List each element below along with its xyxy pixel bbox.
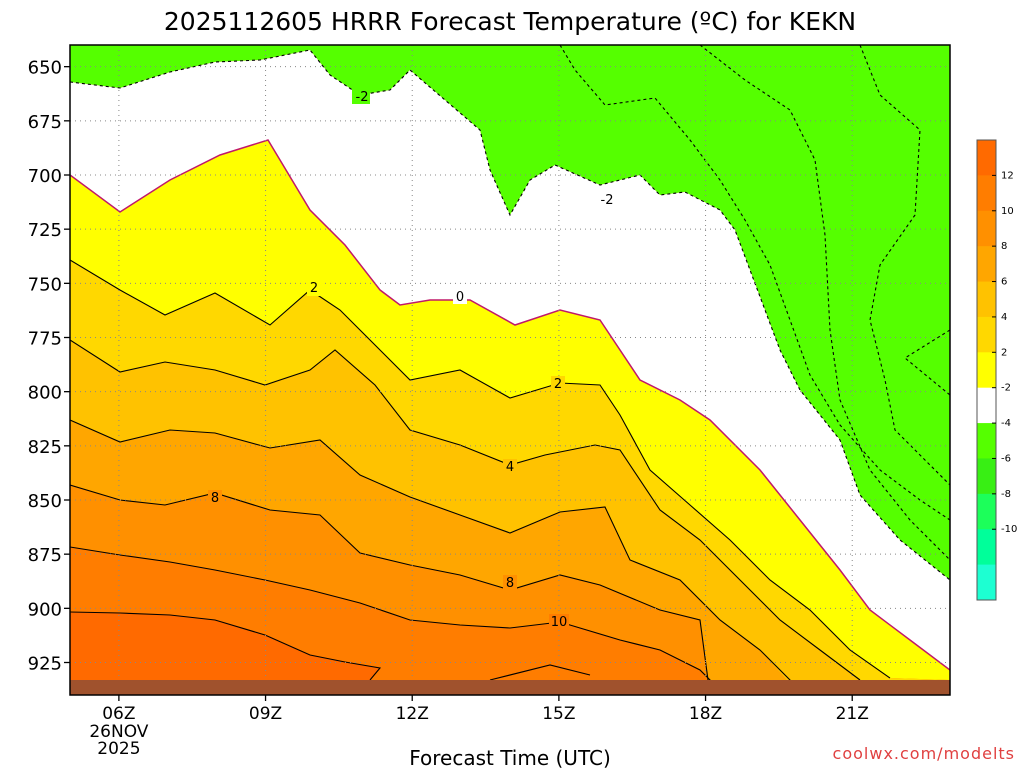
colorbar-tick-label: -10 <box>1001 524 1017 535</box>
gridlines <box>70 45 950 695</box>
y-tick-label: 725 <box>28 220 62 241</box>
band-zero-two <box>70 140 950 680</box>
x-tick-label: 15Z <box>542 704 575 724</box>
contour-label: 2 <box>554 377 562 392</box>
colorbar-tick-label: -4 <box>1001 418 1011 429</box>
colorbar-band <box>977 529 996 566</box>
contour-eight <box>70 484 711 695</box>
contour-label: -2 <box>356 90 369 105</box>
colorbar-tick-label: -6 <box>1001 453 1011 464</box>
x-tick-label: 06Z <box>102 704 135 724</box>
band-four-six <box>70 340 950 695</box>
contour-six <box>70 419 801 691</box>
contour-label: 8 <box>211 491 219 506</box>
band-minus0 <box>70 50 950 670</box>
x-tick-label: 18Z <box>689 704 722 724</box>
contour-minus8 <box>859 45 950 486</box>
colorbar-band <box>977 281 996 318</box>
contour-fills <box>70 45 950 695</box>
contour-label-group: -2 -2 0 2 2 4 8 8 10 <box>208 88 615 630</box>
credit-text: coolwx.com/modelts <box>833 744 1015 763</box>
colorbar: 12 10 8 6 4 2 -2 -4 -6 -8 -10 <box>976 139 1017 601</box>
x-tick-label: 12Z <box>396 704 429 724</box>
y-tick-label: 650 <box>28 58 62 79</box>
contour-lines <box>70 45 950 695</box>
contour-four <box>70 339 861 681</box>
contour-label: 0 <box>456 290 464 305</box>
colorbar-tick-label: -8 <box>1001 489 1011 500</box>
contour-minus10 <box>904 329 950 396</box>
colorbar-band <box>977 175 996 212</box>
y-tick-label: 700 <box>28 166 62 187</box>
contour-label: 2 <box>310 281 318 296</box>
contour-label: 10 <box>551 615 568 630</box>
colorbar-tick-label: 12 <box>1001 170 1014 181</box>
colorbar-tick-label: 6 <box>1001 277 1007 288</box>
contour-label: 4 <box>506 460 514 475</box>
y-tick-label: 675 <box>28 112 62 133</box>
y-tick-label: 925 <box>28 654 62 675</box>
x-tick-label: 21Z <box>836 704 869 724</box>
contour-minus4 <box>559 45 950 521</box>
plot-frame <box>69 44 951 696</box>
colorbar-band <box>977 564 996 601</box>
colorbar-tick-label: 8 <box>1001 241 1007 252</box>
y-tick-label: 800 <box>28 383 62 404</box>
zero-isotherm <box>70 139 950 671</box>
y-tick-label: 900 <box>28 599 62 620</box>
colorbar-tick-label: 2 <box>1001 347 1007 358</box>
band-two-four <box>70 260 950 690</box>
y-tick-label: 875 <box>28 545 62 566</box>
colorbar-tick-label: 10 <box>1001 206 1014 217</box>
x-tick-year: 2025 <box>97 739 140 759</box>
colorbar-band <box>977 387 996 424</box>
x-tick-label: 09Z <box>249 704 282 724</box>
chart-title: 2025112605 HRRR Forecast Temperature (ºC… <box>164 7 856 36</box>
contour-ten <box>70 546 721 691</box>
x-axis-label: Forecast Time (UTC) <box>409 746 611 768</box>
colorbar-band <box>977 352 996 389</box>
contour-minus6 <box>699 45 950 561</box>
colorbar-tick-label: 4 <box>1001 312 1007 323</box>
y-tick-label: 825 <box>28 437 62 458</box>
colorbar-band <box>977 210 996 247</box>
contour-two <box>70 259 891 679</box>
colorbar-frame <box>976 139 997 601</box>
x-tick-date: 26NOV <box>89 722 148 742</box>
colorbar-band <box>977 458 996 495</box>
colorbar-band <box>977 493 996 530</box>
y-axis: 650 675 700 725 750 775 800 825 850 875 900 925 <box>28 58 70 675</box>
band-twelve-fourteen <box>70 612 380 682</box>
y-tick-label: 750 <box>28 274 62 295</box>
colorbar-tick-label: -2 <box>1001 383 1011 394</box>
band-minus2 <box>70 45 950 580</box>
contour-twelve <box>70 611 591 681</box>
colorbar-band <box>977 246 996 283</box>
colorbar-band <box>977 140 996 176</box>
colorbar-band <box>977 316 996 353</box>
contour-label: 8 <box>506 576 514 591</box>
colorbar-band <box>977 423 996 459</box>
band-six-eight <box>70 420 800 695</box>
ground-strip <box>70 680 950 695</box>
y-tick-label: 775 <box>28 329 62 350</box>
y-tick-label: 850 <box>28 491 62 512</box>
contour-label: -2 <box>601 193 614 208</box>
